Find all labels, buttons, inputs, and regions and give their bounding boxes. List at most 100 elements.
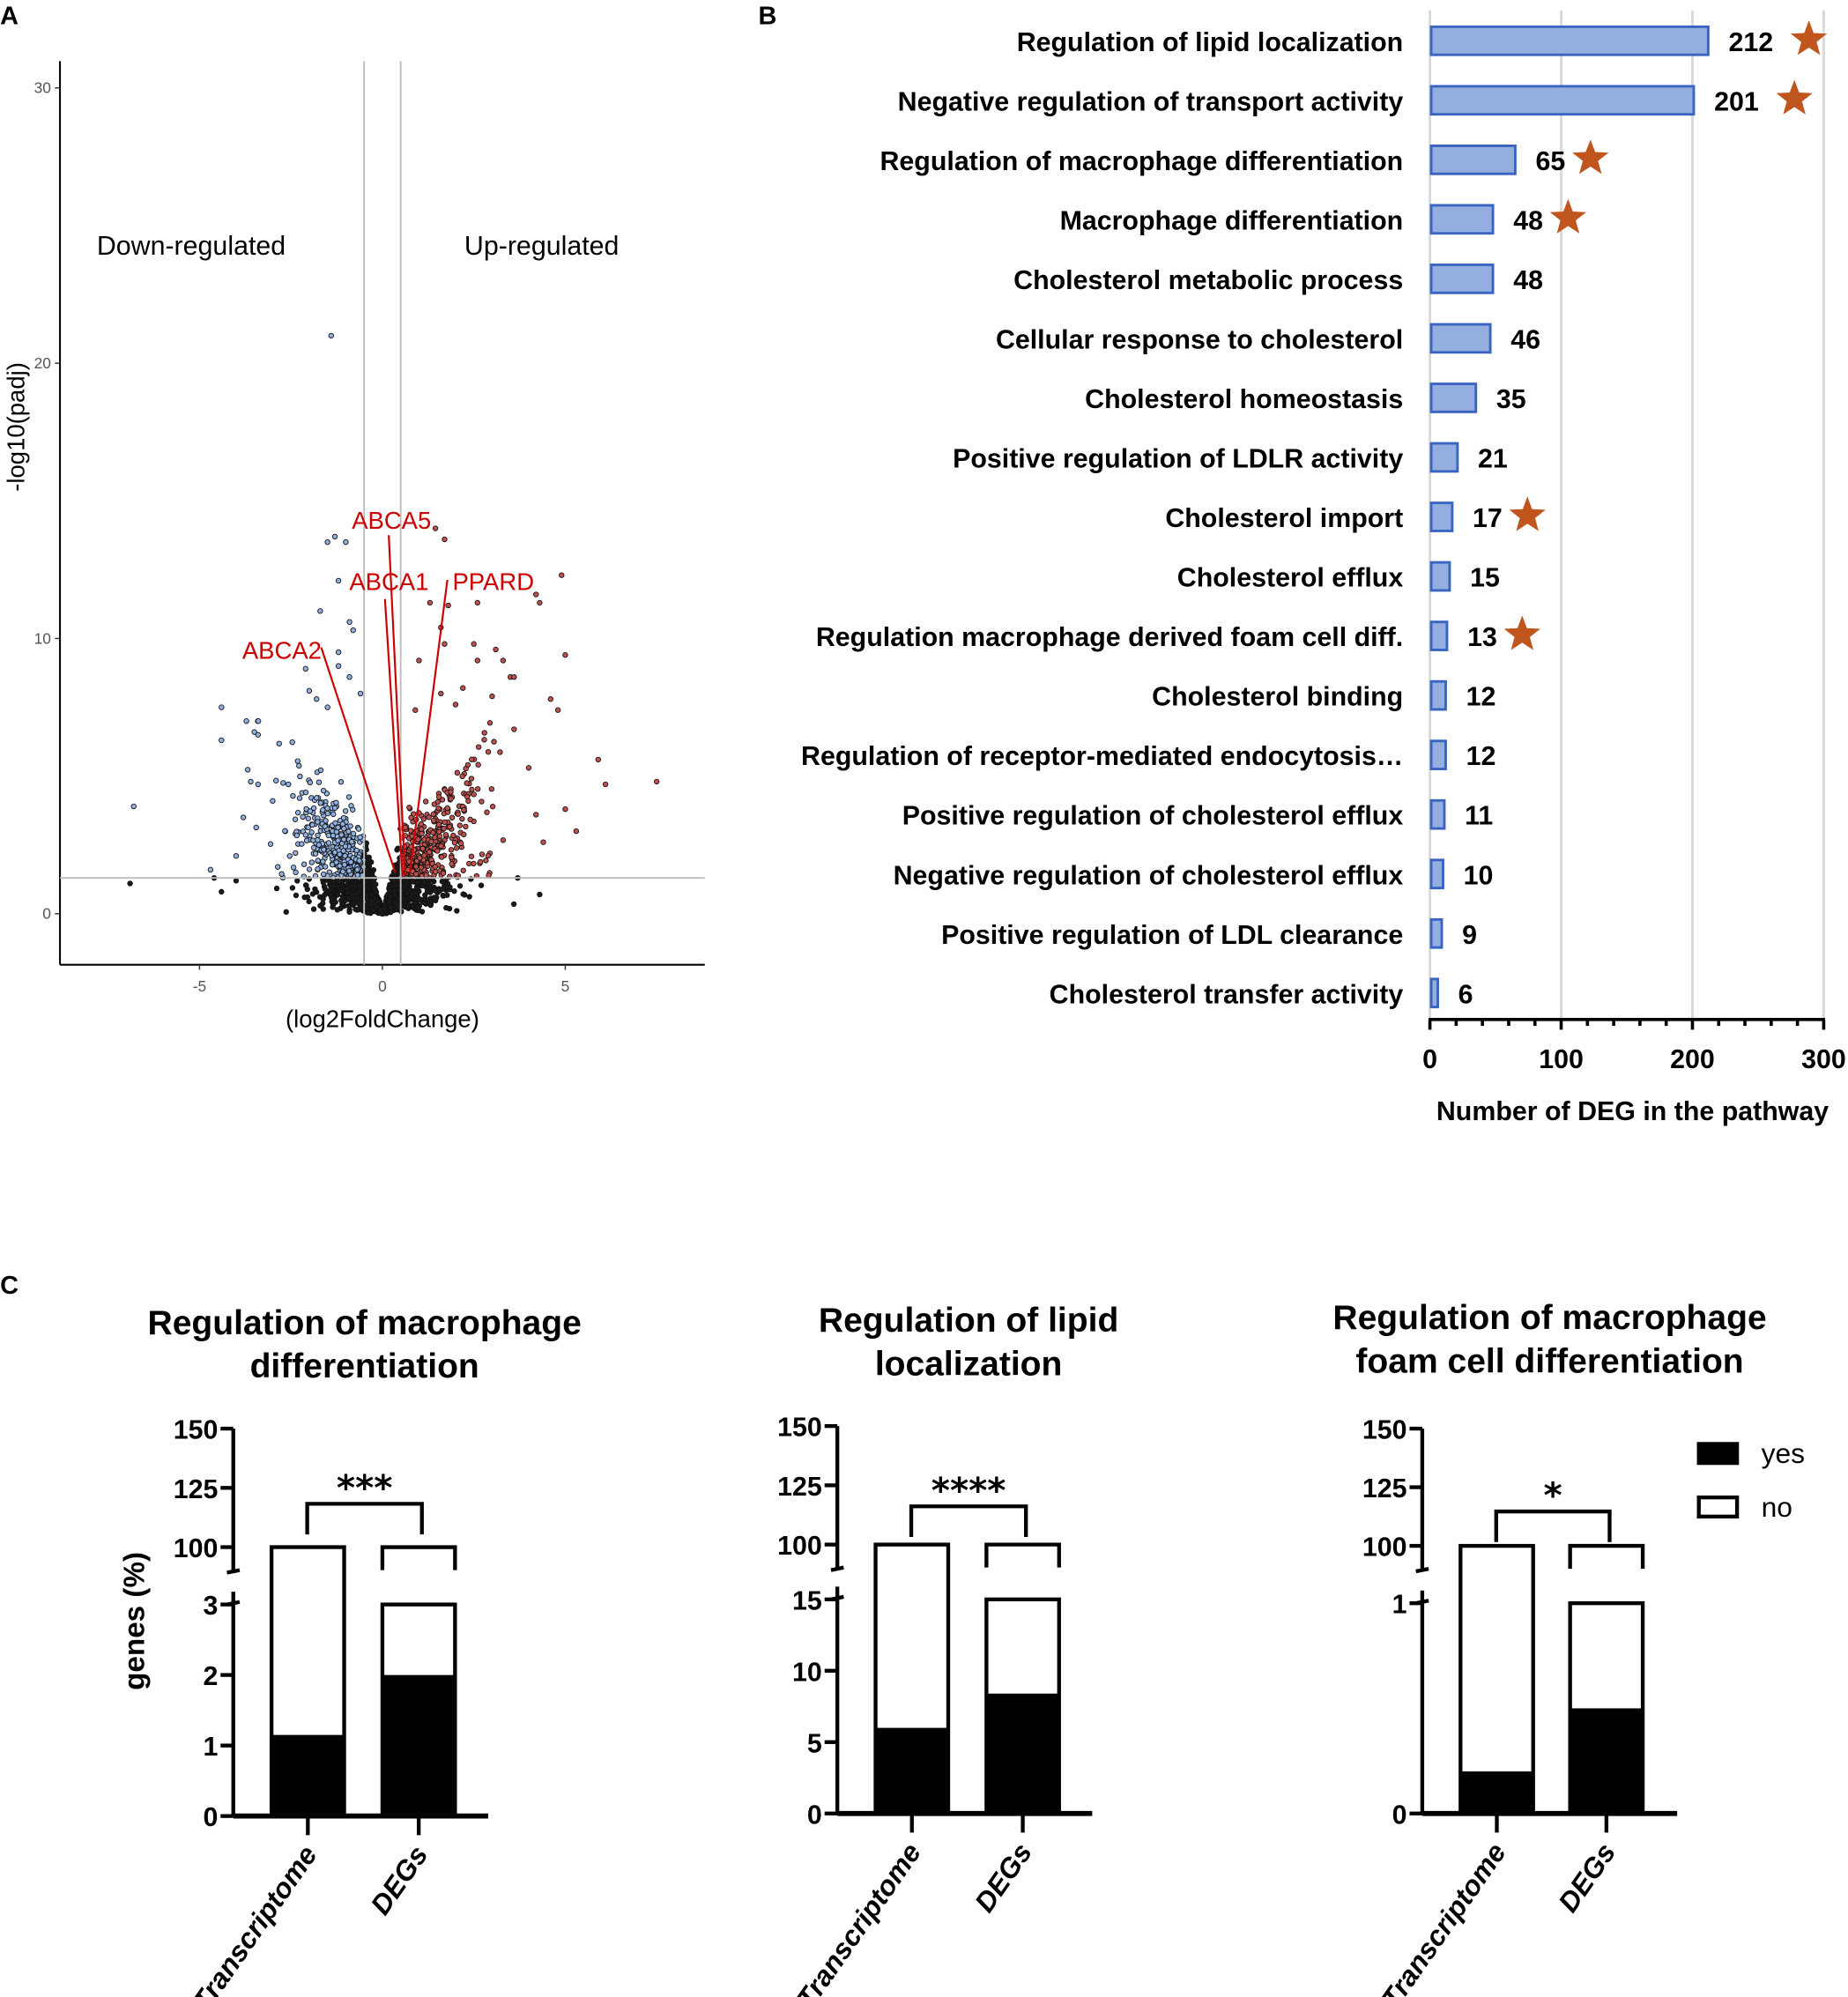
data-point [390, 878, 397, 884]
data-point [130, 803, 137, 810]
chart-title: localization [875, 1345, 1063, 1383]
data-point [322, 864, 329, 870]
significance-stars: * [1544, 1474, 1562, 1517]
data-point [464, 761, 471, 768]
data-point [322, 886, 329, 892]
x-tick-label: 5 [561, 977, 570, 995]
data-point [305, 824, 311, 831]
data-point [417, 896, 424, 902]
data-point [317, 800, 323, 806]
data-point [344, 886, 350, 892]
data-point [276, 740, 282, 746]
data-point [434, 848, 441, 854]
data-point [483, 857, 489, 864]
data-point [408, 814, 414, 820]
data-point [432, 525, 439, 531]
gene-label-line [383, 598, 404, 876]
data-point [286, 781, 292, 788]
significance-star-icon [1503, 615, 1540, 650]
data-point [317, 767, 324, 774]
data-point [290, 792, 296, 799]
bar-value-label: 9 [1462, 921, 1477, 950]
data-point [511, 674, 517, 680]
significance-bracket [305, 1502, 424, 1535]
data-point [255, 731, 261, 738]
data-point [481, 730, 487, 736]
data-point [430, 811, 436, 818]
bar-value-label: 11 [1465, 802, 1493, 831]
data-point [293, 869, 299, 876]
data-point [364, 909, 371, 916]
data-point [320, 880, 327, 886]
data-point [289, 885, 296, 891]
x-tick-label-transcriptome: Transcriptome [790, 1837, 927, 1997]
pathway-label: Regulation macrophage derived foam cell … [816, 623, 1403, 652]
bar-value-label: 17 [1473, 504, 1503, 533]
pathway-label: Positive regulation of LDL clearance [941, 921, 1403, 950]
data-point [488, 786, 495, 792]
data-point [339, 868, 346, 875]
data-point [419, 826, 425, 833]
data-point [294, 758, 301, 764]
x-tick-label-transcriptome: Transcriptome [186, 1839, 323, 1997]
data-point [310, 837, 316, 843]
data-point [451, 887, 457, 895]
data-point [346, 909, 353, 915]
data-point [406, 805, 412, 811]
pathway-label: Cholesterol transfer activity [1050, 980, 1404, 1009]
data-point [452, 702, 459, 708]
data-point [345, 828, 352, 835]
significance-bracket [1494, 1509, 1612, 1542]
data-point [479, 798, 485, 805]
data-point [486, 872, 492, 879]
x-tick-label-degs: DEGs [969, 1837, 1038, 1919]
data-point [434, 798, 442, 805]
bar-segment-yes [1570, 1708, 1644, 1814]
legend-label-yes: yes [1762, 1437, 1805, 1469]
data-point [127, 880, 133, 887]
axis-break-mark [226, 1568, 241, 1575]
data-point [354, 895, 360, 902]
data-point [464, 780, 470, 786]
data-point [301, 894, 308, 901]
data-point [294, 809, 301, 816]
down-regulated-label: Down-regulated [97, 232, 286, 261]
data-point [395, 845, 401, 851]
significance-star-icon [1790, 20, 1828, 56]
data-point [303, 837, 310, 843]
data-point [537, 599, 543, 606]
data-point [466, 894, 472, 900]
data-point [302, 665, 308, 672]
data-point [356, 883, 363, 889]
x-tick-label: 200 [1670, 1045, 1715, 1074]
data-point [307, 779, 314, 786]
data-point [327, 892, 334, 898]
data-point [416, 657, 422, 664]
data-point [460, 685, 466, 691]
data-point [438, 843, 444, 850]
data-point [510, 901, 517, 908]
data-point [355, 907, 362, 913]
x-axis-title: (log2FoldChange) [286, 1006, 479, 1033]
data-point [485, 748, 492, 755]
data-point [331, 850, 338, 856]
data-point [418, 820, 425, 828]
data-point [332, 820, 338, 827]
y-tick-label: 150 [1362, 1416, 1407, 1445]
data-point [343, 538, 349, 546]
panel-label-c: C [0, 1272, 19, 1300]
data-point [392, 892, 398, 898]
data-point [293, 850, 299, 857]
data-point [407, 828, 414, 834]
data-point [322, 892, 328, 898]
data-point [446, 823, 453, 830]
data-point [484, 809, 490, 815]
data-point [595, 756, 601, 763]
bar-value-label: 35 [1496, 385, 1526, 414]
data-point [540, 839, 546, 845]
data-point [387, 894, 394, 900]
data-point [419, 845, 426, 852]
data-point [461, 892, 468, 898]
data-point [367, 902, 374, 908]
